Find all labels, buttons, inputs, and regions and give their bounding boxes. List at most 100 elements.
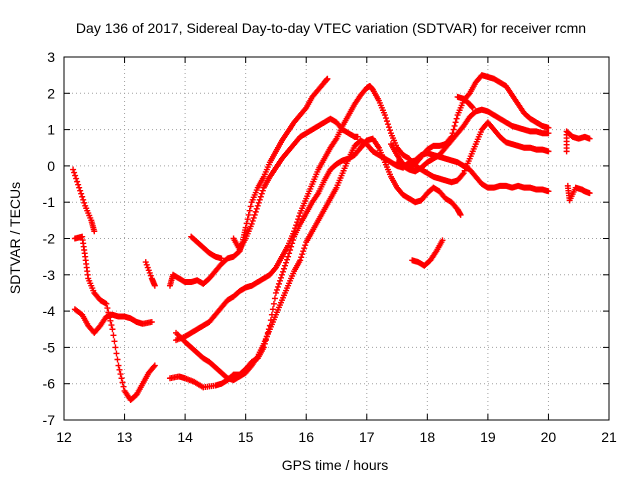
data-point xyxy=(248,220,255,227)
data-point xyxy=(586,135,593,142)
data-point xyxy=(465,91,472,98)
data-point xyxy=(293,222,300,229)
data-point xyxy=(246,207,253,214)
data-point xyxy=(386,127,393,134)
data-point xyxy=(285,253,292,260)
data-point xyxy=(284,256,291,263)
x-tick-label: 21 xyxy=(601,429,617,445)
data-point xyxy=(283,259,290,266)
series-arc-1 xyxy=(70,166,98,235)
data-point xyxy=(354,133,361,140)
data-point xyxy=(112,344,119,351)
data-point xyxy=(252,208,259,215)
data-point xyxy=(256,196,263,203)
data-point xyxy=(75,181,82,188)
data-point xyxy=(381,112,388,119)
data-point xyxy=(72,172,79,179)
data-point xyxy=(244,216,251,223)
series-arc-14 xyxy=(409,237,446,269)
data-point xyxy=(301,245,308,252)
data-point xyxy=(119,379,126,386)
series-arc-16 xyxy=(564,182,593,204)
data-point xyxy=(80,196,87,203)
series-arc-11 xyxy=(388,72,552,171)
data-point xyxy=(302,106,309,113)
data-point xyxy=(115,362,122,369)
data-point xyxy=(109,326,116,333)
data-point xyxy=(110,332,117,339)
series-arc-13 xyxy=(454,93,476,111)
data-point xyxy=(302,242,309,249)
chart-title: Day 136 of 2017, Sidereal Day-to-day VTE… xyxy=(76,20,586,36)
data-point xyxy=(277,274,284,281)
data-point xyxy=(279,271,285,278)
x-tick-label: 13 xyxy=(117,429,133,445)
x-tick-label: 12 xyxy=(56,429,72,445)
data-point xyxy=(292,225,299,232)
series-arc-5 xyxy=(166,135,464,391)
data-point xyxy=(251,211,258,218)
data-point xyxy=(385,124,392,131)
data-point xyxy=(298,254,305,261)
data-point xyxy=(295,216,302,223)
y-tick-label: -2 xyxy=(43,231,56,247)
series-arc-12 xyxy=(394,106,552,175)
data-point xyxy=(255,199,262,206)
data-point xyxy=(111,338,118,345)
data-point xyxy=(274,283,281,290)
data-point xyxy=(545,124,552,131)
data-point xyxy=(150,363,157,370)
data-point xyxy=(70,166,77,173)
data-point xyxy=(383,118,390,125)
data-point xyxy=(270,300,277,307)
data-point xyxy=(147,272,154,279)
data-point xyxy=(281,265,288,272)
x-tick-label: 19 xyxy=(480,429,496,445)
data-point xyxy=(288,243,295,250)
data-point xyxy=(143,261,150,268)
data-point xyxy=(271,295,278,302)
data-point xyxy=(142,259,149,266)
data-point xyxy=(77,187,84,194)
data-point xyxy=(243,220,250,227)
series-arc-6 xyxy=(166,75,331,289)
data-point xyxy=(469,104,476,111)
data-point xyxy=(253,205,260,212)
data-point xyxy=(324,75,331,82)
data-point xyxy=(107,317,114,324)
y-tick-label: 3 xyxy=(47,49,55,65)
data-point xyxy=(382,115,389,122)
y-tick-label: 2 xyxy=(47,85,55,101)
data-point xyxy=(273,286,280,293)
data-point xyxy=(450,126,457,133)
data-point xyxy=(299,251,306,258)
series-arc-4 xyxy=(142,259,158,289)
y-tick-label: -1 xyxy=(43,194,56,210)
data-point xyxy=(116,366,123,373)
data-point xyxy=(146,269,153,276)
data-point xyxy=(78,190,85,197)
data-point xyxy=(297,257,304,264)
y-tick-label: -3 xyxy=(43,267,56,283)
series-arc-2 xyxy=(71,233,158,404)
data-point xyxy=(275,280,282,287)
data-point xyxy=(282,262,289,269)
data-point xyxy=(218,255,225,262)
data-point xyxy=(294,219,301,226)
data-point xyxy=(114,356,121,363)
series-arc-15 xyxy=(563,128,593,155)
data-point xyxy=(300,248,307,255)
y-tick-label: -7 xyxy=(43,412,56,428)
data-point xyxy=(118,375,125,382)
data-point xyxy=(117,371,124,378)
data-point xyxy=(103,300,110,307)
data-point xyxy=(269,306,276,313)
data-point xyxy=(291,228,298,235)
series-arc-8 xyxy=(173,83,552,344)
data-point xyxy=(545,148,552,155)
data-point xyxy=(452,119,459,126)
data-point xyxy=(242,224,249,231)
data-point xyxy=(74,178,81,185)
data-point xyxy=(81,199,88,206)
